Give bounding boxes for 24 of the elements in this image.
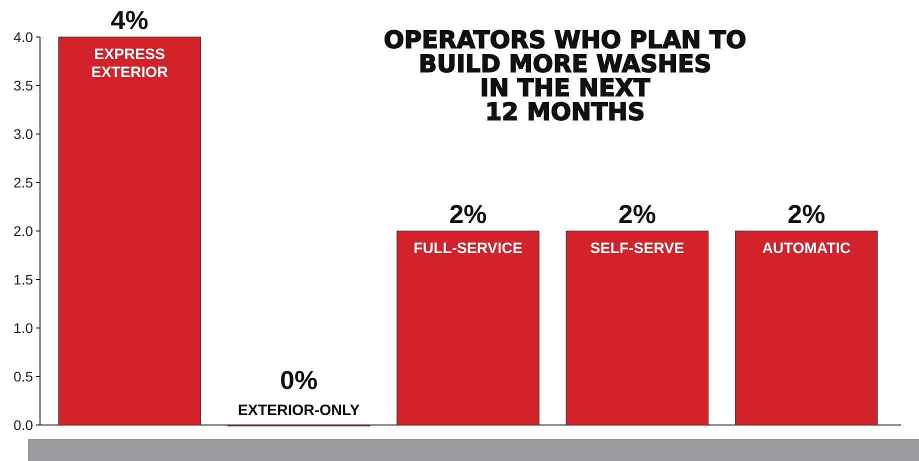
- y-tick-label: 2.5: [14, 174, 34, 190]
- y-tick-label: 4.0: [14, 29, 34, 45]
- x-tick-label: SELF-SERVE: [590, 240, 684, 257]
- x-tick-label: EXPRESS EXTERIOR: [91, 46, 168, 81]
- bar: [566, 230, 709, 426]
- y-tick-label: 1.0: [14, 320, 34, 336]
- bar: [58, 36, 201, 426]
- y-tick-label: 0.5: [14, 368, 34, 384]
- data-label: 0%: [280, 365, 318, 395]
- x-tick-label: EXTERIOR-ONLY: [238, 402, 360, 419]
- y-tick-label: 2.0: [14, 223, 34, 239]
- text: OPERATORS WHO PLAN TO BUILD MORE WASHES IN THE NEXT 12 MONTHS: [384, 26, 746, 126]
- bar: [735, 230, 878, 426]
- data-label: 2%: [788, 199, 826, 229]
- x-tick-label: FULL-SERVICE: [414, 240, 522, 257]
- data-label: 2%: [618, 199, 656, 229]
- y-tick-label: 0.0: [14, 417, 34, 433]
- y-tick-label: 3.0: [14, 126, 34, 142]
- y-tick-label: 3.5: [14, 78, 34, 94]
- x-tick-label: AUTOMATIC: [762, 240, 851, 257]
- y-tick-label: 1.5: [14, 272, 34, 288]
- data-label: 2%: [449, 199, 487, 229]
- data-label: 4%: [110, 5, 148, 35]
- bar: [396, 230, 540, 426]
